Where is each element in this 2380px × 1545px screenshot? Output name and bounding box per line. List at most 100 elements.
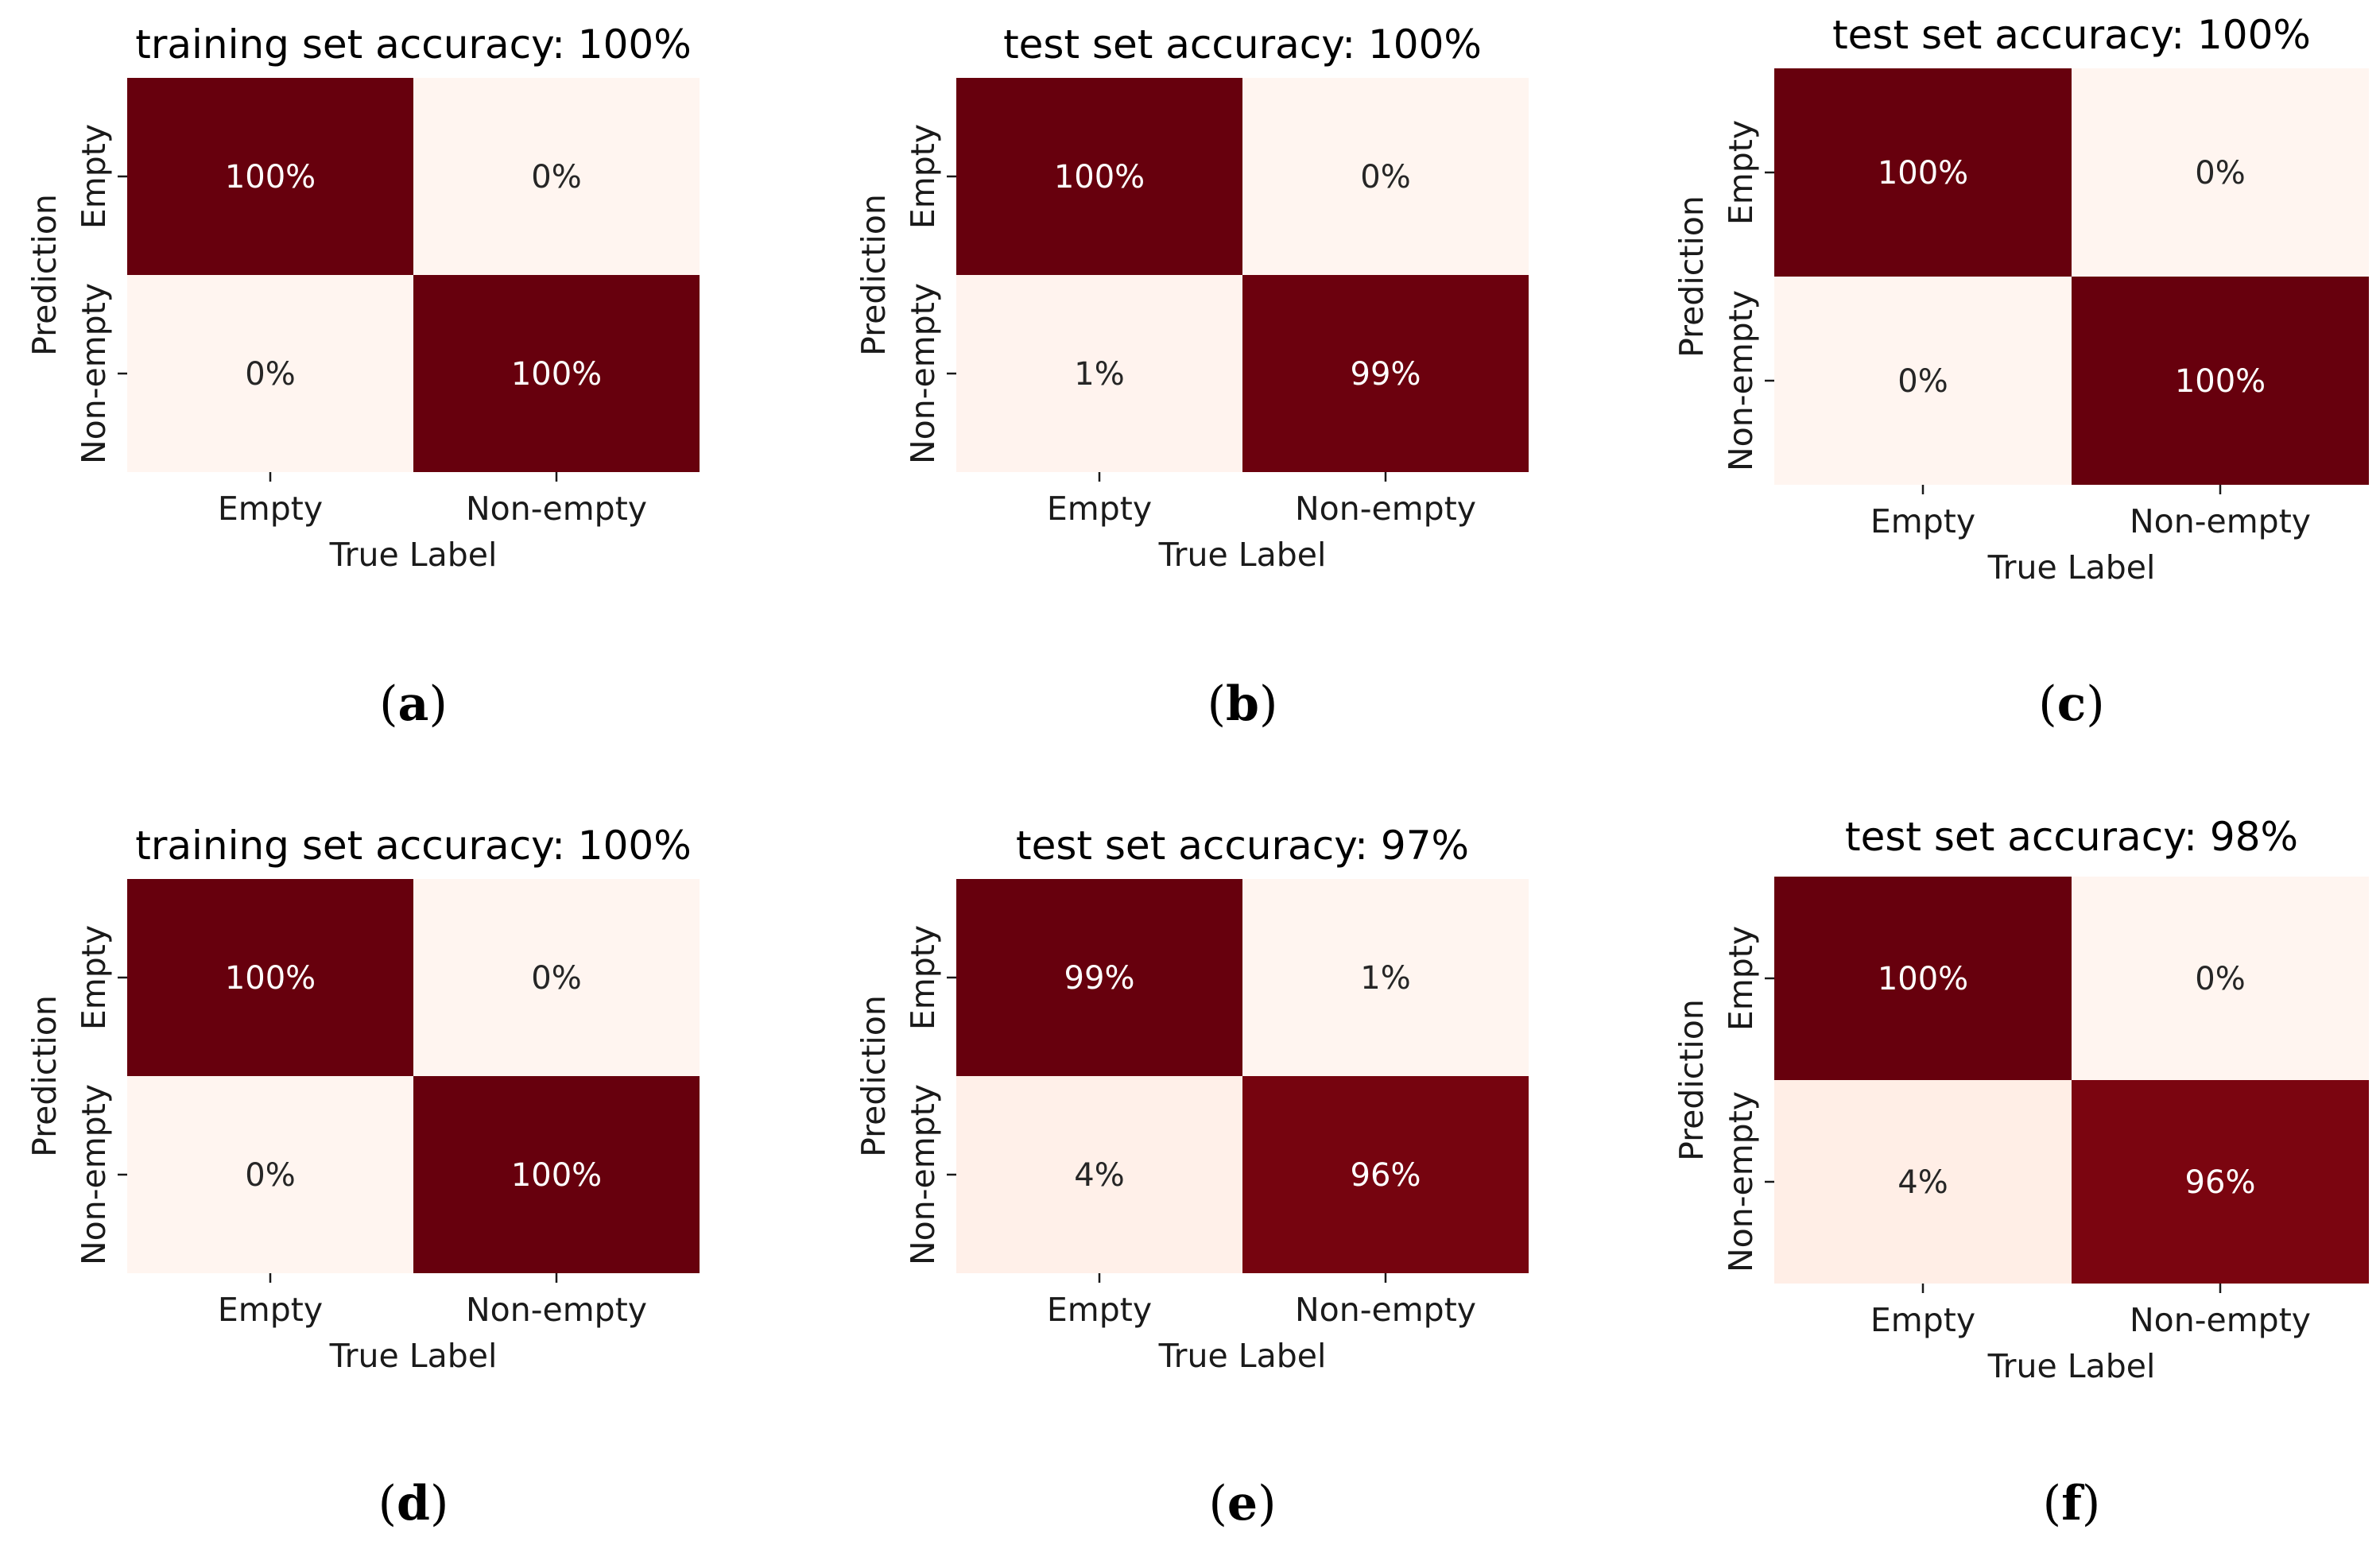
cell-value-label: 0% [2195,155,2245,192]
x-tick-label: Non-empty [466,490,647,528]
heatmap-cell [413,1076,700,1273]
x-tick-label: Non-empty [2130,502,2311,540]
y-axis-label: Prediction [855,194,893,356]
cell-value-label: 0% [1897,363,1948,400]
cell-value-label: 100% [225,960,316,997]
y-tick-label: Non-empty [75,283,113,464]
cell-value-label: 100% [2175,363,2266,400]
cell-value-label: 99% [1064,960,1135,997]
panels-group: training set accuracy: 100% 100% 0% 0% 100% E… [25,12,2369,1531]
heatmap-cell [1242,78,1529,275]
cell-value-label: 0% [245,356,295,393]
panel-caption: (c) [2038,676,2104,732]
y-tick-label: Empty [75,124,113,229]
heatmap-cell [2072,1080,2369,1284]
panel-caption: (f) [2043,1476,2101,1531]
x-tick-label: Non-empty [466,1291,647,1329]
y-tick-label: Non-empty [1722,1091,1760,1272]
heatmap-cell [1774,277,2072,485]
y-tick-label: Empty [904,925,942,1030]
heatmap-cell [956,275,1242,472]
cell-value-label: 0% [1360,159,1410,196]
cell-value-label: 0% [531,960,581,997]
y-tick-label: Non-empty [75,1084,113,1265]
y-tick-label: Empty [1722,120,1760,225]
y-tick-label: Non-empty [904,283,942,464]
chart-title: training set accuracy: 100% [135,21,692,68]
x-tick-label: Non-empty [1295,1291,1476,1329]
panel-caption: (d) [378,1476,449,1531]
x-axis-label: True Label [1158,1337,1327,1375]
heatmap-cell [127,879,413,1076]
panel-d: training set accuracy: 100% 100% 0% 0% 100% E… [25,823,700,1531]
heatmap-cell [2072,877,2369,1080]
cell-value-label: 100% [511,1157,602,1194]
chart-title: training set accuracy: 100% [135,823,692,869]
cell-value-label: 4% [1897,1164,1948,1201]
cell-value-label: 96% [1351,1157,1421,1194]
x-tick-label: Empty [1047,1291,1152,1329]
cell-value-label: 96% [2185,1164,2256,1201]
x-tick-label: Non-empty [2130,1301,2311,1339]
y-axis-label: Prediction [25,995,64,1157]
heatmap-cell [127,275,413,472]
heatmap-cell [127,1076,413,1273]
y-tick-label: Non-empty [1722,290,1760,471]
cell-value-label: 100% [225,159,316,196]
x-axis-label: True Label [329,536,498,574]
x-tick-label: Empty [1870,1301,1975,1339]
heatmap-cell [2072,277,2369,485]
y-axis-label: Prediction [25,194,64,356]
panel-caption: (e) [1208,1476,1276,1531]
heatmap-cell [1774,877,2072,1080]
cell-value-label: 0% [245,1157,295,1194]
cell-value-label: 4% [1074,1157,1124,1194]
cell-value-label: 100% [1878,961,1968,997]
panel-caption: (a) [379,676,448,732]
cell-value-label: 1% [1360,960,1410,997]
x-axis-label: True Label [1987,1347,2156,1385]
heatmap-cell [2072,68,2369,277]
panel-f: test set accuracy: 98% 100% 0% 4% 96% Empty No… [1673,814,2369,1531]
x-tick-label: Empty [218,1291,323,1329]
x-tick-label: Empty [1047,490,1152,528]
cell-value-label: 1% [1074,356,1124,393]
y-tick-label: Empty [75,925,113,1030]
heatmap-cell [1242,879,1529,1076]
cell-value-label: 0% [531,159,581,196]
heatmap-cell [956,1076,1242,1273]
x-axis-label: True Label [329,1337,498,1375]
heatmap-cell [413,275,700,472]
y-axis-label: Prediction [1673,999,1711,1161]
chart-title: test set accuracy: 98% [1845,814,2298,860]
x-axis-label: True Label [1158,536,1327,574]
x-axis-label: True Label [1987,548,2156,587]
chart-title: test set accuracy: 100% [1003,21,1482,68]
heatmap-cell [413,879,700,1076]
chart-title: test set accuracy: 100% [1832,12,2311,58]
y-tick-label: Empty [904,124,942,229]
panel-e: test set accuracy: 97% 99% 1% 4% 96% Empty Non… [855,823,1529,1531]
x-tick-label: Empty [1870,502,1975,540]
cell-value-label: 100% [511,356,602,393]
panel-c: test set accuracy: 100% 100% 0% 0% 100% Empty… [1673,12,2369,732]
heatmap-cell [1242,275,1529,472]
x-tick-label: Non-empty [1295,490,1476,528]
panel-b: test set accuracy: 100% 100% 0% 1% 99% Empty N… [855,21,1529,732]
cell-value-label: 99% [1351,356,1421,393]
y-axis-label: Prediction [1673,196,1711,358]
cell-value-label: 0% [2195,961,2245,997]
panel-caption: (b) [1207,676,1278,732]
y-axis-label: Prediction [855,995,893,1157]
cell-value-label: 100% [1878,155,1968,192]
heatmap-cell [1774,68,2072,277]
heatmap-cell [127,78,413,275]
x-tick-label: Empty [218,490,323,528]
y-tick-label: Non-empty [904,1084,942,1265]
heatmap-cell [1774,1080,2072,1284]
chart-title: test set accuracy: 97% [1016,823,1469,869]
heatmap-cell [413,78,700,275]
heatmap-cell [1242,1076,1529,1273]
panel-a: training set accuracy: 100% 100% 0% 0% 100% E… [25,21,700,732]
